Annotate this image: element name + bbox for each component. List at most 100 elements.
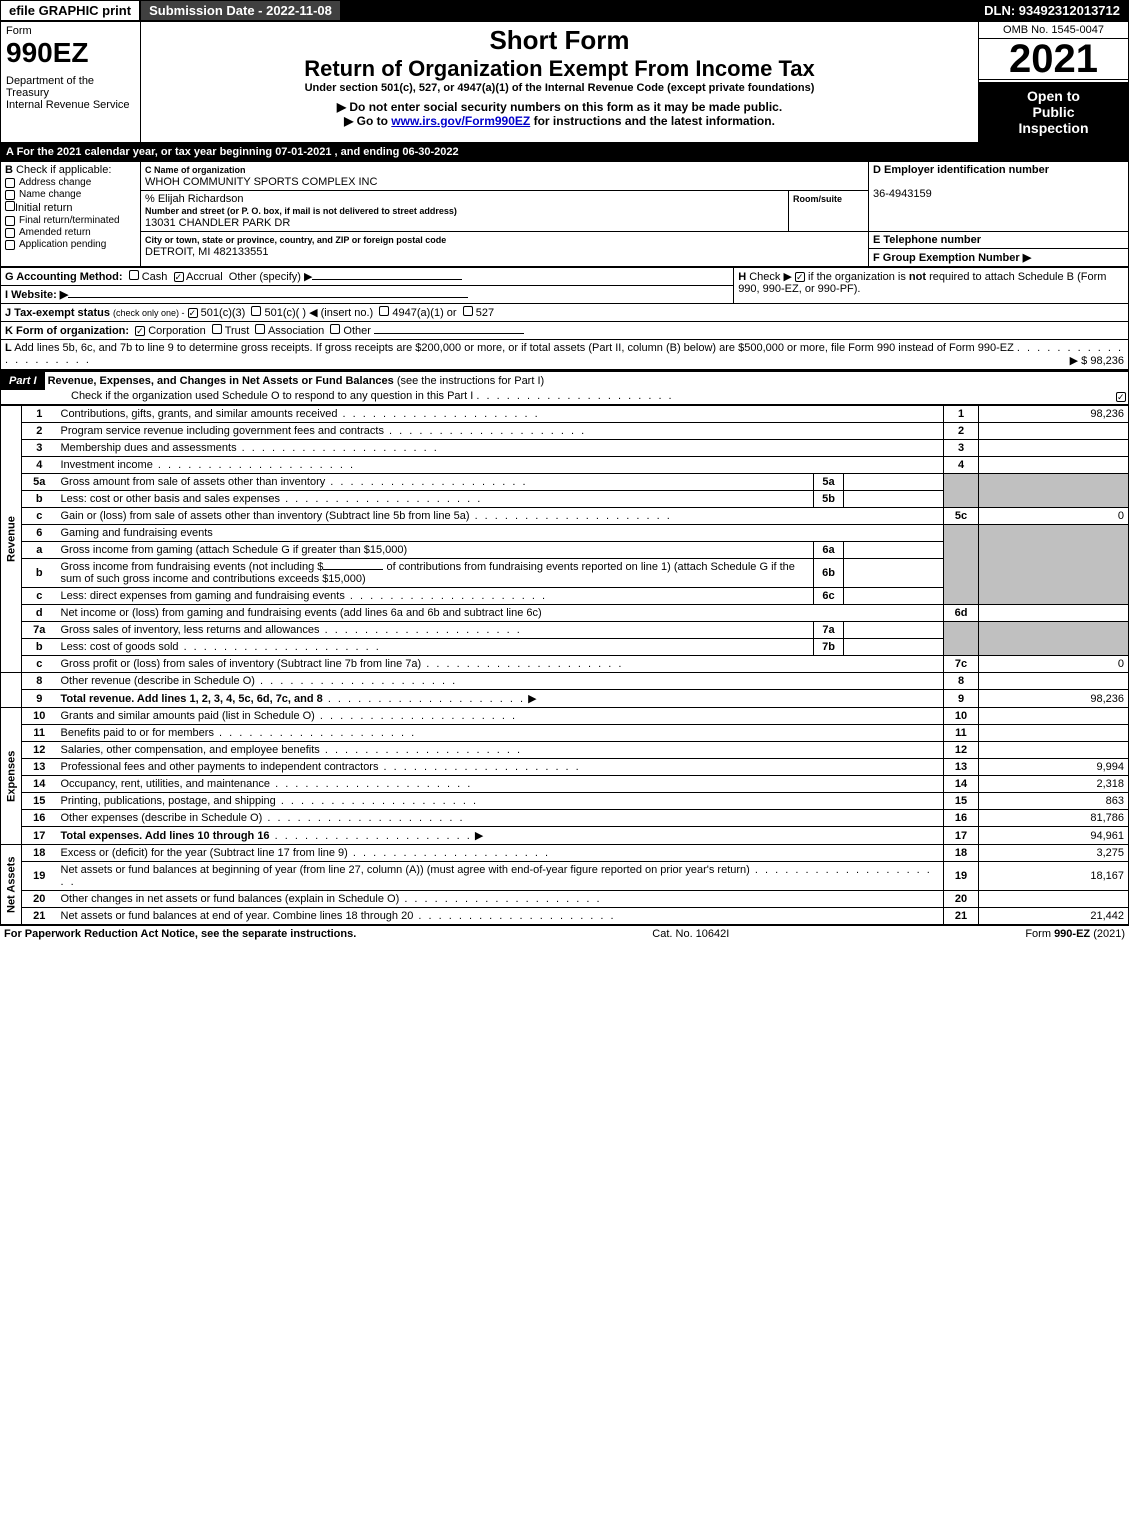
l1-desc: Contributions, gifts, grants, and simila… — [61, 408, 338, 420]
l5c-num: c — [22, 508, 57, 525]
l11-rnum: 11 — [944, 725, 979, 742]
l8-num: 8 — [22, 673, 57, 690]
check-if-applicable: Check if applicable: — [16, 164, 111, 176]
part1-label: Part I — [1, 372, 45, 390]
care-of: % Elijah Richardson — [145, 193, 243, 205]
room-label: Room/suite — [793, 194, 842, 204]
short-form-title: Short Form — [146, 25, 973, 56]
chk-cash[interactable] — [129, 270, 139, 280]
l7b-sval — [844, 639, 944, 656]
open-line3: Inspection — [981, 120, 1126, 136]
chk-name-change[interactable]: Name change — [5, 189, 136, 200]
irs-link[interactable]: www.irs.gov/Form990EZ — [391, 114, 530, 128]
l5a-sval — [844, 474, 944, 491]
l6d-desc: Net income or (loss) from gaming and fun… — [61, 607, 542, 619]
l18-num: 18 — [22, 845, 57, 862]
l7c-desc: Gross profit or (loss) from sales of inv… — [61, 658, 422, 670]
l10-rnum: 10 — [944, 708, 979, 725]
instr-ssn: ▶ Do not enter social security numbers o… — [146, 100, 973, 114]
dln-label: DLN: 93492312013712 — [976, 1, 1128, 20]
chk-application-pending[interactable]: Application pending — [5, 239, 136, 250]
chk-schedule-b[interactable] — [795, 272, 805, 282]
section-l-amount: ▶ $ 98,236 — [1070, 354, 1124, 367]
chk-name-change-label: Name change — [19, 189, 81, 200]
form-header: Form 990EZ Department of the Treasury In… — [0, 21, 1129, 143]
chk-schedule-o[interactable] — [1116, 392, 1126, 402]
l4-rnum: 4 — [944, 457, 979, 474]
l17-num: 17 — [22, 827, 57, 845]
street: 13031 CHANDLER PARK DR — [145, 217, 290, 229]
l7c-rval: 0 — [979, 656, 1129, 673]
section-k-label: K Form of organization: — [5, 325, 129, 337]
section-e-label: E Telephone number — [873, 234, 981, 246]
chk-initial-return[interactable]: Initial return — [5, 201, 136, 214]
city-label: City or town, state or province, country… — [145, 235, 446, 245]
trust-label: Trust — [225, 325, 250, 337]
l21-desc: Net assets or fund balances at end of ye… — [61, 910, 414, 922]
chk-corporation[interactable] — [135, 326, 145, 336]
l1-num: 1 — [22, 406, 57, 423]
chk-527[interactable] — [463, 306, 473, 316]
chk-final-return-label: Final return/terminated — [19, 215, 120, 226]
section-j-sub: (check only one) - — [113, 308, 185, 318]
chk-final-return[interactable]: Final return/terminated — [5, 215, 136, 226]
section-h-text: Check ▶ if the organization is not requi… — [738, 271, 1106, 295]
l5c-desc: Gain or (loss) from sale of assets other… — [61, 510, 470, 522]
l5b-desc: Less: cost or other basis and sales expe… — [61, 493, 281, 505]
other-org-label: Other — [343, 325, 371, 337]
org-name: WHOH COMMUNITY SPORTS COMPLEX INC — [145, 176, 377, 188]
l7b-num: b — [22, 639, 57, 656]
l6-num: 6 — [22, 525, 57, 542]
l20-rval — [979, 891, 1129, 908]
l6c-snum: 6c — [814, 588, 844, 605]
l21-rnum: 21 — [944, 908, 979, 925]
chk-501c3[interactable] — [188, 308, 198, 318]
chk-501c[interactable] — [251, 306, 261, 316]
l10-rval — [979, 708, 1129, 725]
submission-date-label: Submission Date - 2022-11-08 — [141, 1, 342, 20]
l6d-num: d — [22, 605, 57, 622]
l3-num: 3 — [22, 440, 57, 457]
l6b-num: b — [22, 559, 57, 588]
l12-desc: Salaries, other compensation, and employ… — [61, 744, 320, 756]
l6a-desc: Gross income from gaming (attach Schedul… — [61, 544, 408, 556]
l16-desc: Other expenses (describe in Schedule O) — [61, 812, 263, 824]
l14-rnum: 14 — [944, 776, 979, 793]
chk-accrual[interactable] — [174, 272, 184, 282]
l5a-snum: 5a — [814, 474, 844, 491]
name-label: Name of organization — [154, 165, 246, 175]
footer-right-bold: 990-EZ — [1054, 928, 1090, 940]
4947-label: 4947(a)(1) or — [392, 307, 456, 319]
l15-rnum: 15 — [944, 793, 979, 810]
section-i-label: I Website: ▶ — [5, 289, 68, 301]
l7a-num: 7a — [22, 622, 57, 639]
lines-table: Revenue 1 Contributions, gifts, grants, … — [0, 405, 1129, 925]
501c-label: 501(c)( ) ◀ (insert no.) — [264, 307, 373, 319]
l6c-sval — [844, 588, 944, 605]
l14-desc: Occupancy, rent, utilities, and maintena… — [61, 778, 271, 790]
501c3-label: 501(c)(3) — [201, 307, 246, 319]
chk-association[interactable] — [255, 324, 265, 334]
chk-application-pending-label: Application pending — [19, 239, 106, 250]
l12-rval — [979, 742, 1129, 759]
l4-num: 4 — [22, 457, 57, 474]
chk-amended-return[interactable]: Amended return — [5, 227, 136, 238]
part1-header: Part I Revenue, Expenses, and Changes in… — [0, 370, 1129, 405]
instr-link-row: ▶ Go to www.irs.gov/Form990EZ for instru… — [146, 114, 973, 128]
l8-rval — [979, 673, 1129, 690]
l6b-desc1: Gross income from fundraising events (no… — [61, 561, 324, 573]
l6b-sval — [844, 559, 944, 588]
footer-right: Form 990-EZ (2021) — [1025, 928, 1125, 940]
chk-trust[interactable] — [212, 324, 222, 334]
section-b-label: B — [5, 164, 13, 176]
l15-desc: Printing, publications, postage, and shi… — [61, 795, 276, 807]
subtitle: Under section 501(c), 527, or 4947(a)(1)… — [146, 82, 973, 94]
chk-other-org[interactable] — [330, 324, 340, 334]
l2-desc: Program service revenue including govern… — [61, 425, 384, 437]
l11-num: 11 — [22, 725, 57, 742]
l6-desc: Gaming and fundraising events — [61, 527, 213, 539]
chk-address-change[interactable]: Address change — [5, 177, 136, 188]
l19-rval: 18,167 — [979, 862, 1129, 891]
efile-print-button[interactable]: efile GRAPHIC print — [1, 1, 141, 20]
chk-4947[interactable] — [379, 306, 389, 316]
